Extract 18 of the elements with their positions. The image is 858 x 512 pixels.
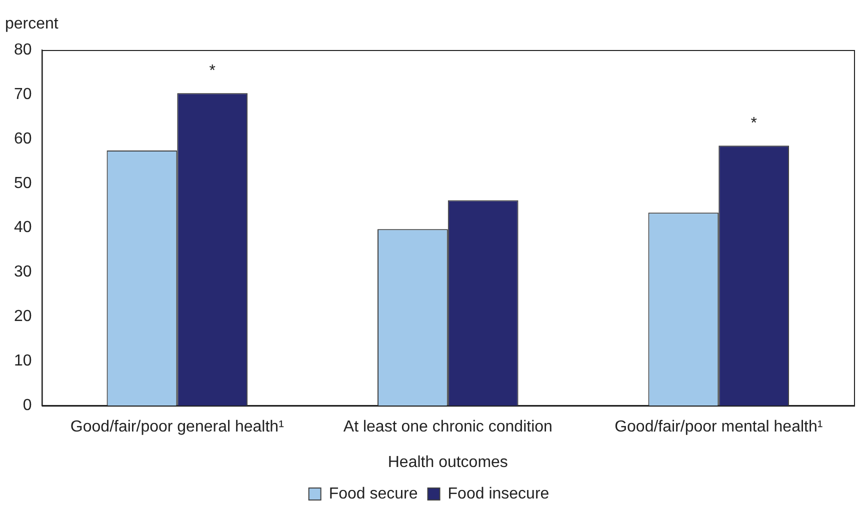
y-tick-label: 80 — [14, 41, 32, 58]
legend-label: Food secure — [328, 485, 418, 502]
legend-label: Food insecure — [448, 485, 550, 502]
y-tick-label: 0 — [22, 397, 32, 414]
x-tick-label: Good/fair/poor general health¹ — [70, 418, 284, 436]
y-axis-title: percent — [5, 15, 59, 32]
x-axis-title: Health outcomes — [388, 454, 508, 471]
x-tick-label: At least one chronic condition — [343, 418, 552, 436]
y-tick-label: 40 — [14, 219, 32, 236]
annotation: * — [750, 114, 757, 132]
y-tick-label: 70 — [14, 86, 32, 103]
y-tick-label: 10 — [14, 352, 32, 370]
y-tick-label: 20 — [14, 308, 32, 326]
x-tick-label: Good/fair/poor mental health¹ — [614, 418, 823, 436]
y-tick-label: 50 — [14, 174, 32, 192]
y-tick-label: 60 — [14, 130, 32, 148]
y-tick-label: 30 — [14, 264, 32, 281]
annotation: * — [209, 62, 216, 80]
